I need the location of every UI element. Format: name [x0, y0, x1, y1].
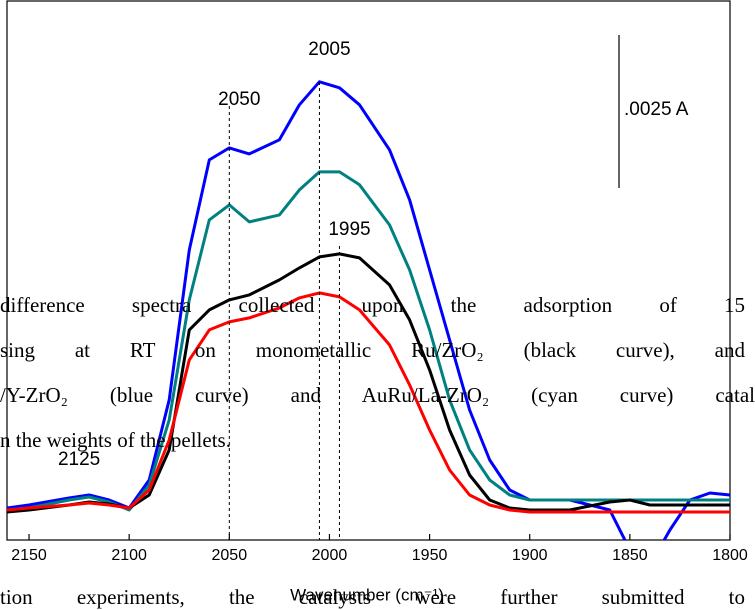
x-tick-label: 1850 — [612, 547, 648, 564]
doc-line: n the weights of the pellets. — [0, 428, 231, 452]
scale-bar-label: .0025 A — [624, 99, 689, 120]
peak-label: 2005 — [308, 39, 350, 60]
x-tick-label: 2050 — [212, 547, 248, 564]
x-tick-label: 1950 — [412, 547, 448, 564]
x-tick-label: 2100 — [111, 547, 147, 564]
plot-frame — [6, 0, 731, 541]
spectrum-line — [7, 80, 730, 540]
x-tick-label: 2150 — [11, 547, 47, 564]
x-axis-label: Wavenumber (cm⁻¹) — [290, 585, 444, 604]
x-tick-label: 1800 — [712, 547, 748, 564]
doc-line: tion experiments, the catalysts were fur… — [0, 585, 745, 609]
peak-label: 2050 — [218, 89, 260, 110]
spectrum-line — [7, 291, 730, 514]
doc-line: sing at RT on monometallic Ru/ZrO₂ (blac… — [0, 338, 745, 362]
x-tick-label: 1900 — [512, 547, 548, 564]
doc-line: /Y-ZrO₂ (blue curve) and AuRu/La-ZrO₂ (c… — [0, 383, 755, 407]
x-tick-label: 2000 — [312, 547, 348, 564]
peak-label: 1995 — [328, 219, 370, 240]
doc-line: difference spectra collected upon the ad… — [0, 293, 745, 317]
curves — [7, 80, 730, 540]
peak-label: 2125 — [58, 449, 100, 470]
